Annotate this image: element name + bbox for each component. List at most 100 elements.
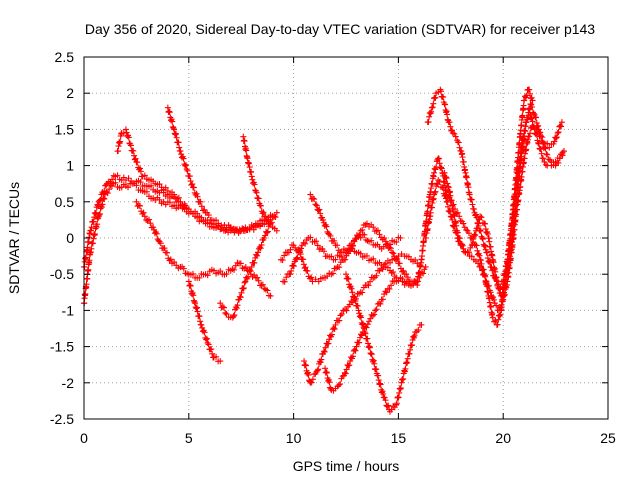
data-point <box>187 178 194 185</box>
data-point <box>486 238 493 245</box>
data-point <box>459 242 466 249</box>
data-point <box>217 268 224 275</box>
data-point <box>530 110 537 117</box>
data-point <box>397 235 404 241</box>
data-point <box>166 108 173 115</box>
data-point <box>367 315 374 322</box>
data-point <box>558 151 565 158</box>
data-point <box>304 370 311 377</box>
data-point <box>449 130 456 137</box>
data-point <box>420 238 427 245</box>
data-point <box>167 256 174 263</box>
data-point <box>435 155 442 162</box>
y-tick-label: -0.5 <box>50 266 74 282</box>
data-point <box>349 353 356 360</box>
data-point <box>559 152 566 159</box>
data-point <box>267 292 274 299</box>
data-point <box>88 245 95 252</box>
data-point <box>454 229 461 236</box>
data-point <box>358 332 365 339</box>
data-point <box>257 202 264 209</box>
data-point <box>539 134 546 141</box>
y-tick-label: 1 <box>66 158 74 174</box>
data-point <box>219 303 226 310</box>
data-point <box>389 256 396 263</box>
data-point <box>247 268 254 275</box>
data-point <box>82 290 89 297</box>
data-point <box>560 148 567 155</box>
data-point <box>509 241 516 248</box>
data-point <box>193 305 200 312</box>
data-point <box>526 133 533 140</box>
data-point <box>331 326 338 333</box>
data-point <box>377 300 384 307</box>
data-point <box>373 306 380 313</box>
data-point <box>308 274 315 281</box>
data-point <box>125 134 132 141</box>
data-point <box>463 226 470 233</box>
data-point <box>145 216 152 223</box>
data-point <box>223 311 230 318</box>
data-point <box>133 198 140 205</box>
data-point <box>431 169 438 176</box>
data-point <box>302 362 309 369</box>
data-point <box>402 365 409 372</box>
data-point <box>529 103 536 110</box>
data-point <box>241 279 248 286</box>
data-point <box>213 353 220 360</box>
data-point <box>468 253 475 260</box>
data-point <box>404 359 411 366</box>
data-point <box>520 143 527 150</box>
data-point <box>353 343 360 350</box>
data-point <box>415 327 422 334</box>
data-point <box>213 217 220 224</box>
data-point <box>122 126 129 133</box>
data-point <box>502 268 509 275</box>
data-point <box>394 256 401 263</box>
data-point <box>317 210 324 217</box>
data-point <box>183 206 190 213</box>
data-point <box>130 147 137 154</box>
data-point <box>501 291 508 298</box>
data-point <box>242 264 249 271</box>
data-point <box>150 224 157 231</box>
data-point <box>520 102 527 109</box>
data-point <box>465 184 472 191</box>
data-point <box>377 381 384 388</box>
data-point <box>273 227 280 234</box>
data-point <box>203 335 210 342</box>
data-point <box>484 255 491 262</box>
data-point <box>141 172 148 179</box>
data-point <box>162 184 169 191</box>
data-point <box>544 151 551 158</box>
data-point <box>553 135 560 142</box>
data-point <box>321 348 328 355</box>
data-point <box>180 155 187 162</box>
data-point <box>432 94 439 101</box>
data-point <box>376 231 383 238</box>
data-point <box>545 156 552 163</box>
data-point <box>533 119 540 126</box>
data-point <box>190 292 197 299</box>
data-point <box>351 238 358 245</box>
data-point <box>255 277 262 284</box>
data-point <box>436 160 443 167</box>
data-point <box>366 318 373 325</box>
data-point <box>362 330 369 337</box>
data-point <box>481 272 488 279</box>
data-point <box>187 282 194 289</box>
data-point <box>555 159 562 166</box>
data-point <box>327 232 334 239</box>
data-point <box>161 245 168 252</box>
data-point <box>248 173 255 180</box>
data-point <box>383 289 390 296</box>
data-point <box>379 266 386 273</box>
data-point <box>153 230 160 237</box>
data-point <box>88 224 95 231</box>
data-point <box>514 164 521 171</box>
data-point <box>259 281 266 288</box>
data-point <box>117 138 124 145</box>
data-point <box>489 314 496 321</box>
data-point <box>255 195 262 202</box>
data-point <box>281 278 288 285</box>
